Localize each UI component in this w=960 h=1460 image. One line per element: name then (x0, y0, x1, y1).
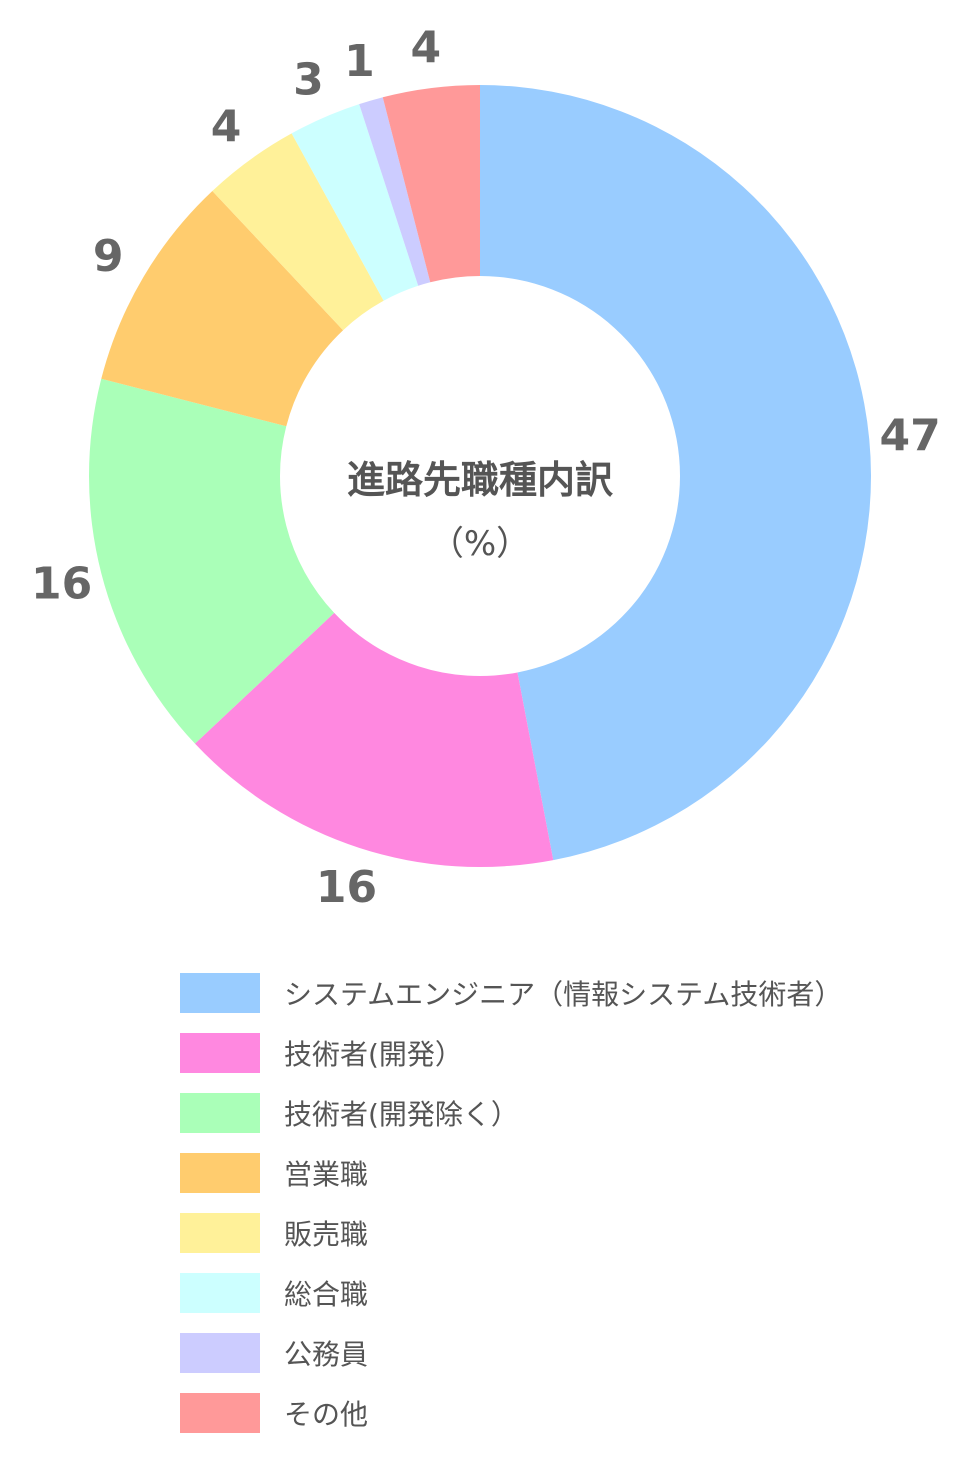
slice-label-5: 4 (211, 102, 242, 153)
legend-label: その他 (284, 1398, 369, 1431)
legend-label: 販売職 (284, 1218, 369, 1251)
legend-item: その他 (180, 1383, 940, 1443)
legend-label: 営業職 (284, 1158, 369, 1191)
legend-item: 営業職 (180, 1143, 940, 1203)
legend-label: 技術者(開発除く） (284, 1098, 519, 1131)
slice-label-6: 3 (293, 55, 324, 106)
legend-item: 総合職 (180, 1263, 940, 1323)
legend-item: 技術者(開発除く） (180, 1083, 940, 1143)
legend-swatch (180, 1273, 260, 1313)
slice-label-2: 16 (316, 862, 377, 913)
slice-8 (382, 85, 480, 283)
slice-label-1: 47 (879, 410, 940, 461)
legend-swatch (180, 1333, 260, 1373)
legend-label: 技術者(開発） (284, 1038, 463, 1071)
slice-3 (89, 378, 335, 744)
slice-2 (194, 612, 554, 867)
legend-item: 公務員 (180, 1323, 940, 1383)
legend-swatch (180, 1153, 260, 1193)
slice-7 (359, 97, 431, 286)
legend-label: システムエンジニア（情報システム技術者） (284, 978, 843, 1011)
legend-item: システムエンジニア（情報システム技術者） (180, 963, 940, 1023)
donut-slices (89, 85, 872, 867)
slice-label-7: 1 (344, 36, 375, 87)
legend-swatch (180, 1393, 260, 1433)
chart-subtitle: （%） (430, 524, 530, 564)
legend-label: 総合職 (284, 1278, 369, 1311)
slice-label-3: 16 (31, 558, 92, 609)
slice-5 (212, 133, 384, 331)
chart-legend: システムエンジニア（情報システム技術者） 技術者(開発） 技術者(開発除く） 営業職販… (180, 963, 940, 1443)
slice-label-8: 4 (411, 22, 442, 73)
legend-label: 公務員 (284, 1338, 369, 1371)
legend-item: 技術者(開発） (180, 1023, 940, 1083)
legend-swatch (180, 973, 260, 1013)
legend-swatch (180, 1093, 260, 1133)
legend-item: 販売職 (180, 1203, 940, 1263)
slice-1 (480, 85, 872, 861)
legend-swatch (180, 1213, 260, 1253)
legend-swatch (180, 1033, 260, 1073)
chart-title: 進路先職種内訳 (347, 458, 613, 502)
slice-label-4: 9 (93, 231, 124, 282)
slice-4 (101, 190, 344, 427)
slice-6 (291, 104, 419, 301)
